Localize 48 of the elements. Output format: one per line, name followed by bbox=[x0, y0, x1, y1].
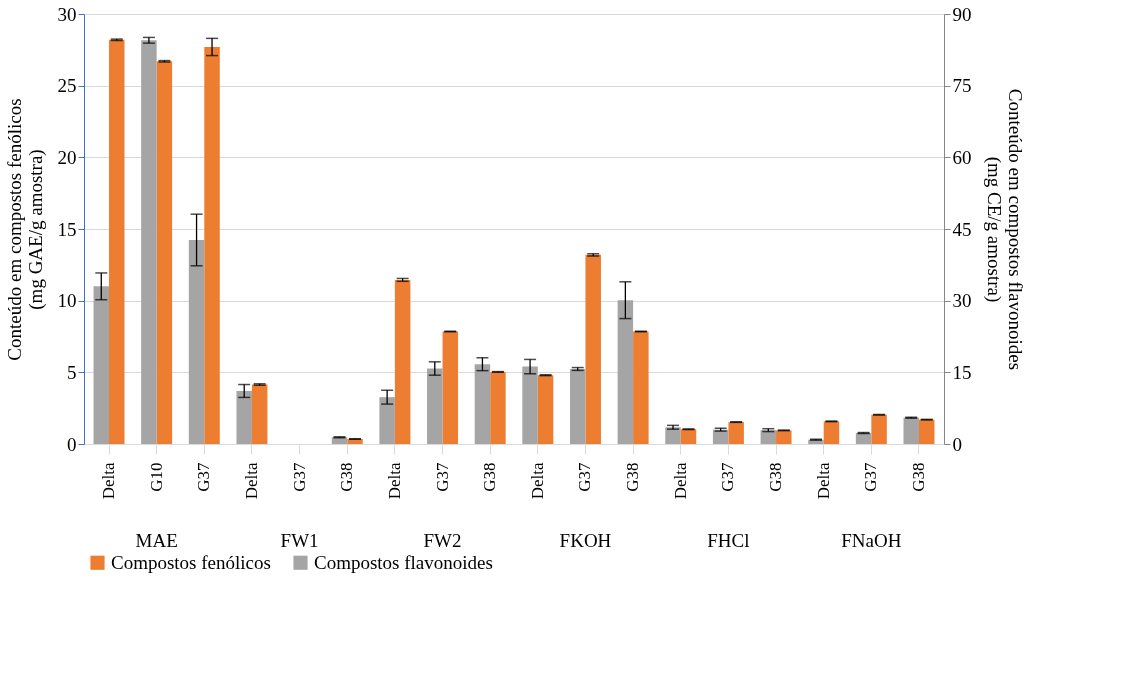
x-tick-label: G38 bbox=[766, 462, 786, 492]
text: MAE bbox=[135, 530, 178, 551]
x-tick-label: G10 bbox=[146, 462, 166, 492]
y2-tick-label: 15 bbox=[952, 361, 972, 383]
x-tick-label: G37 bbox=[289, 462, 309, 492]
x-tick-label: G37 bbox=[861, 462, 881, 492]
x-tick-label: G38 bbox=[480, 462, 500, 492]
y2-tick-label: 90 bbox=[952, 3, 972, 25]
text: FW1 bbox=[280, 530, 319, 551]
y2-tick-label: 30 bbox=[952, 290, 972, 312]
y-tick-label: 0 bbox=[67, 433, 77, 455]
x-tick-label: Delta bbox=[670, 462, 690, 500]
x-tick-label: G37 bbox=[718, 462, 738, 492]
x-tick-label: G38 bbox=[908, 462, 928, 492]
y2-tick-label: 45 bbox=[952, 218, 972, 240]
bar bbox=[823, 421, 840, 444]
x-tick-label: Delta bbox=[241, 462, 261, 500]
x-tick-label: G38 bbox=[337, 462, 357, 492]
bar bbox=[585, 254, 601, 444]
bar bbox=[394, 279, 411, 444]
y2-tick-label: 75 bbox=[952, 75, 972, 97]
bar bbox=[379, 397, 395, 444]
y-tick-label: 5 bbox=[67, 361, 77, 383]
bar bbox=[871, 414, 887, 444]
y-tick-label: 20 bbox=[57, 146, 77, 168]
x-tick-label: Delta bbox=[99, 462, 119, 500]
legend-label: Compostos flavonoides bbox=[314, 551, 493, 573]
text: FW2 bbox=[423, 530, 462, 551]
x-tick-label: Delta bbox=[813, 462, 833, 500]
y-tick-label: 10 bbox=[57, 290, 77, 312]
y2-axis-title: Conteúdo em compostos flavonoides (mg CE/g amostra) bbox=[982, 88, 1026, 371]
y-axis-title: Conteúdo em compostos fenólicos (mg GAE/g amostra) bbox=[3, 98, 47, 361]
x-tick-label: G37 bbox=[575, 462, 595, 492]
x-tick-label: Delta bbox=[384, 462, 404, 500]
x-tick-label: Delta bbox=[527, 462, 547, 500]
y-tick-label: 15 bbox=[57, 218, 77, 240]
y-tick-label: 30 bbox=[57, 3, 77, 25]
bar bbox=[109, 39, 125, 444]
y2-tick-label: 0 bbox=[952, 433, 962, 455]
text: FNaOH bbox=[841, 530, 902, 551]
legend-label: Compostos fenólicos bbox=[111, 551, 271, 573]
text: FKOH bbox=[559, 530, 612, 551]
text: FHCl bbox=[707, 530, 750, 551]
y-tick-label: 25 bbox=[57, 75, 77, 97]
x-tick-label: G37 bbox=[194, 462, 214, 492]
x-tick-label: G38 bbox=[623, 462, 643, 492]
y2-tick-label: 60 bbox=[952, 146, 972, 168]
x-tick-label: G37 bbox=[432, 462, 452, 492]
